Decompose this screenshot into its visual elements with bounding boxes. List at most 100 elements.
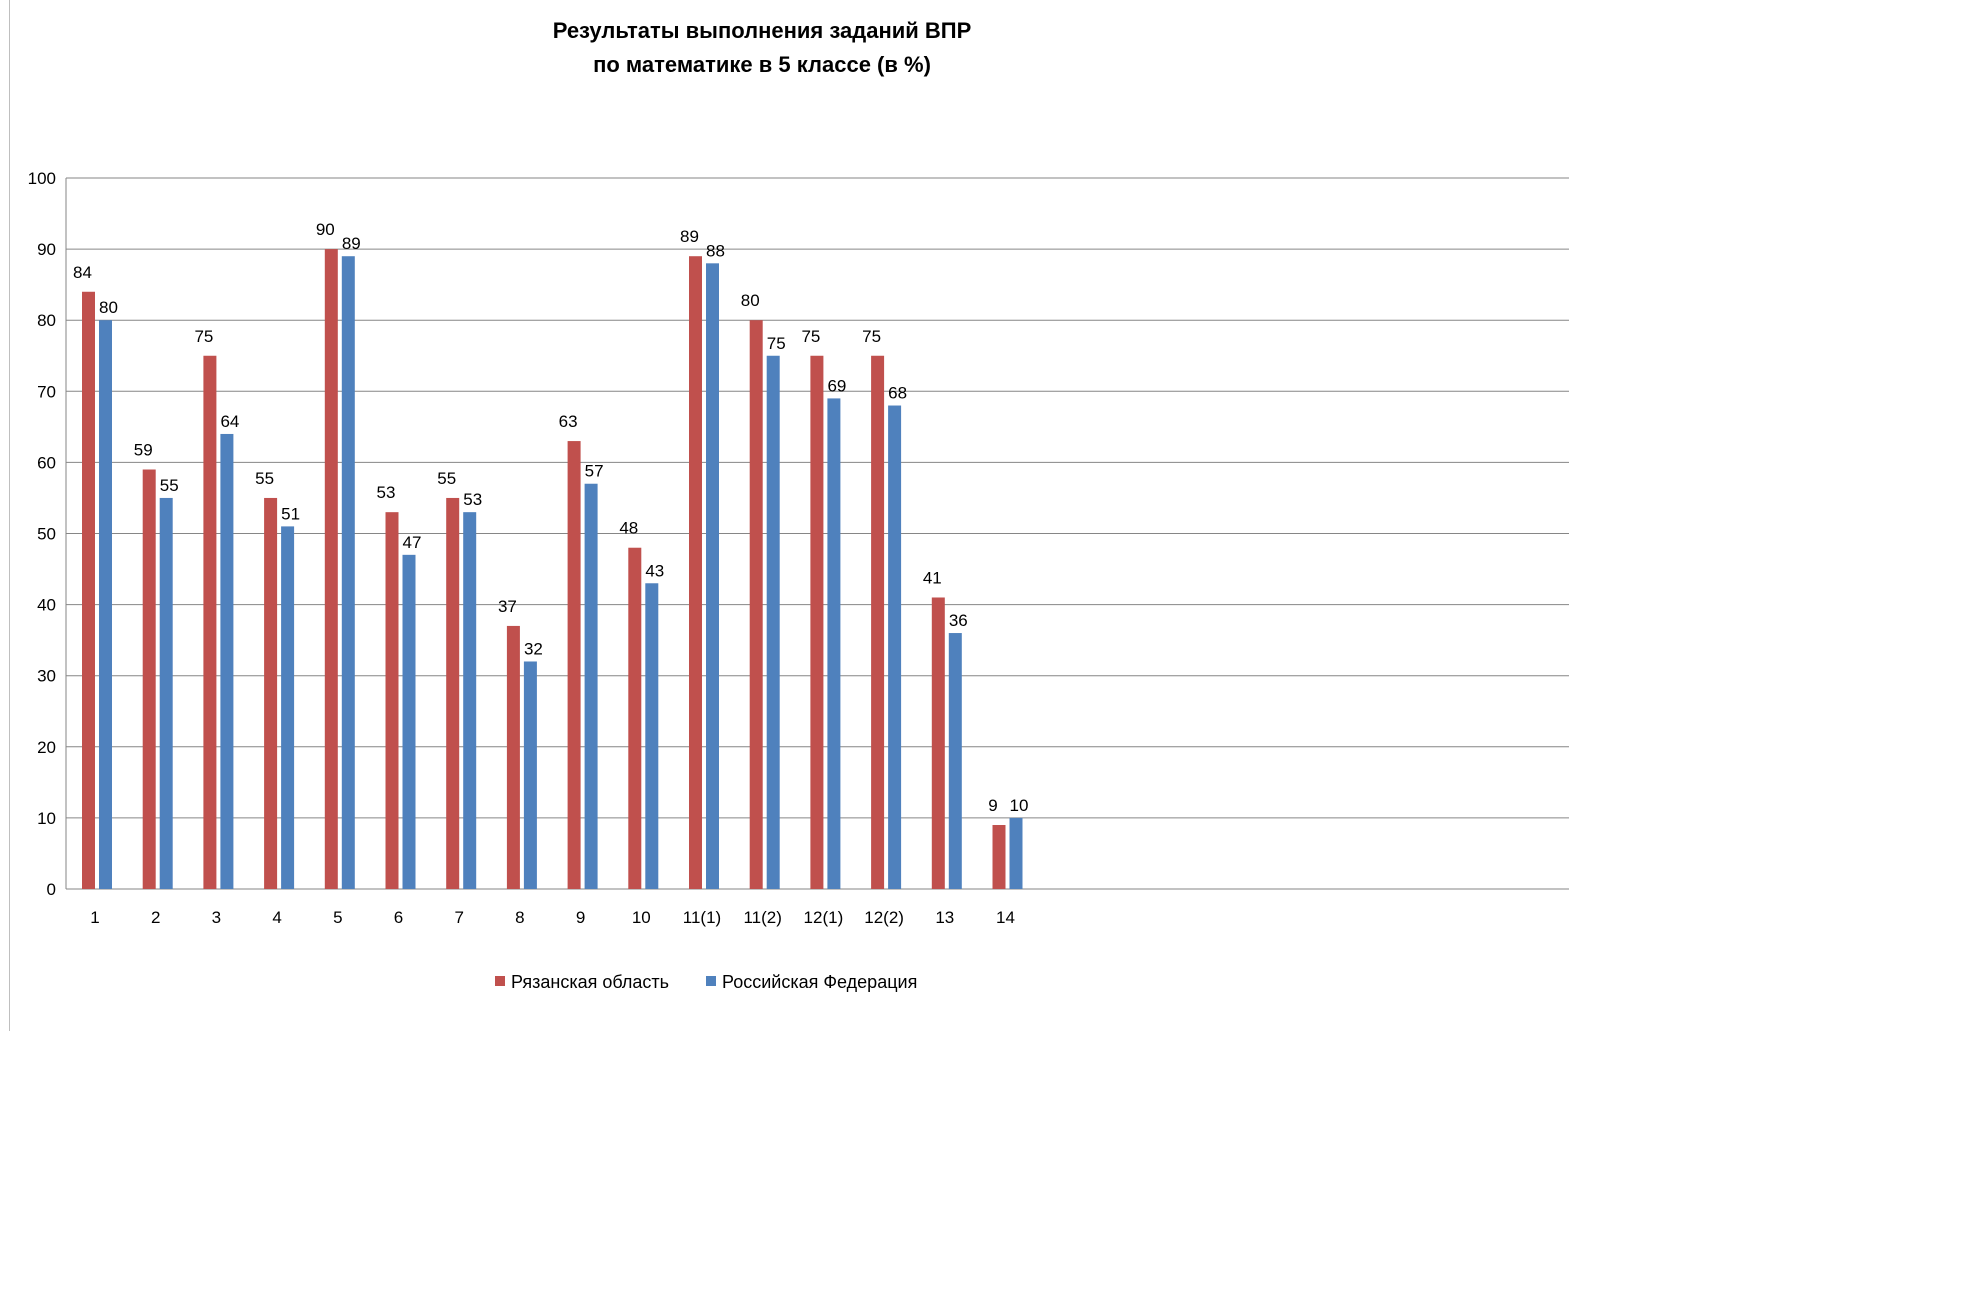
x-tick-label-5: 5 <box>333 908 342 927</box>
data-label-series1-5: 90 <box>316 220 335 239</box>
data-label-series2-2: 55 <box>160 476 179 495</box>
bar-series1-13 <box>931 597 945 889</box>
labels-layer: 84 59 75 55 90 53 55 37 63 48 89 80 75 75 41 9 80 55 64 51 8… <box>73 220 1028 815</box>
bar-series1-11(2) <box>749 320 763 889</box>
bar-series1-4 <box>264 497 278 889</box>
y-tick-label-90: 90 <box>37 240 56 259</box>
x-tick-label-12(2): 12(2) <box>864 908 904 927</box>
bar-series2-14 <box>1009 817 1023 889</box>
bar-series2-8 <box>523 661 537 889</box>
data-label-series1-8: 37 <box>498 597 517 616</box>
chart-subtitle: по математике в 5 классе (в %) <box>593 52 931 77</box>
y-tick-label-20: 20 <box>37 738 56 757</box>
y-tick-label-70: 70 <box>37 382 56 401</box>
bar-series1-2 <box>142 469 156 889</box>
data-label-series1-7: 55 <box>437 469 456 488</box>
legend-label-series2: Российская Федерация <box>722 972 917 992</box>
data-label-series2-8: 32 <box>524 639 543 658</box>
bar-series2-13 <box>948 633 962 889</box>
bar-series1-14 <box>992 825 1006 889</box>
data-label-series1-12(2): 75 <box>862 327 881 346</box>
data-label-series1-4: 55 <box>255 469 274 488</box>
chart-frame: Результаты выполнения заданий ВПР по мат… <box>9 0 1579 1031</box>
x-tick-label-1: 1 <box>90 908 99 927</box>
bar-series2-7 <box>463 512 477 889</box>
x-tick-label-12(1): 12(1) <box>804 908 844 927</box>
data-label-series2-6: 47 <box>403 533 422 552</box>
x-tick-label-11(2): 11(2) <box>743 908 781 927</box>
x-tick-label-14: 14 <box>996 908 1015 927</box>
data-label-series1-9: 63 <box>559 412 578 431</box>
bar-series2-6 <box>402 554 416 889</box>
data-label-series2-14: 10 <box>1010 796 1029 815</box>
bar-series2-5 <box>341 256 355 890</box>
data-label-series2-7: 53 <box>463 490 482 509</box>
bar-series2-3 <box>220 433 234 889</box>
bar-series1-7 <box>446 497 460 889</box>
bar-series2-9 <box>584 483 598 889</box>
data-label-series1-14: 9 <box>988 796 997 815</box>
data-label-series2-1: 80 <box>99 298 118 317</box>
data-label-series2-9: 57 <box>585 462 604 481</box>
bars-layer <box>82 249 1023 890</box>
x-tick-label-10: 10 <box>632 908 651 927</box>
bar-series2-12(1) <box>827 398 841 889</box>
data-label-series2-11(2): 75 <box>767 334 786 353</box>
x-tick-label-6: 6 <box>394 908 403 927</box>
data-label-series2-10: 43 <box>645 561 664 580</box>
x-tick-label-8: 8 <box>515 908 524 927</box>
x-tick-label-11(1): 11(1) <box>683 908 721 927</box>
bar-series1-10 <box>628 547 642 889</box>
bar-series1-5 <box>324 249 338 890</box>
bar-series2-10 <box>645 583 659 889</box>
data-label-series2-12(1): 69 <box>827 376 846 395</box>
data-label-series2-13: 36 <box>949 611 968 630</box>
data-label-series2-5: 89 <box>342 234 361 253</box>
bar-series2-1 <box>99 320 112 889</box>
y-tick-label-50: 50 <box>37 525 56 544</box>
data-label-series1-13: 41 <box>923 568 942 587</box>
y-tick-label-60: 60 <box>37 453 56 472</box>
legend-label-series1: Рязанская область <box>511 972 669 992</box>
y-tick-label-40: 40 <box>37 596 56 615</box>
x-tick-label-7: 7 <box>454 908 463 927</box>
data-label-series1-11(2): 80 <box>741 291 760 310</box>
data-label-series1-3: 75 <box>194 327 213 346</box>
bar-series1-12(1) <box>810 355 824 889</box>
x-tick-label-13: 13 <box>935 908 954 927</box>
bar-series1-11(1) <box>689 256 702 890</box>
bar-series1-8 <box>506 625 520 889</box>
bar-series1-1 <box>82 291 95 889</box>
data-label-series2-4: 51 <box>281 504 300 523</box>
bar-series2-11(1) <box>706 263 719 889</box>
x-tick-label-9: 9 <box>576 908 585 927</box>
data-label-series1-12(1): 75 <box>801 327 820 346</box>
y-tick-label-10: 10 <box>37 809 56 828</box>
legend-swatch-series1 <box>495 976 505 986</box>
data-label-series1-2: 59 <box>134 441 153 460</box>
x-tick-label-3: 3 <box>212 908 221 927</box>
y-tick-label-0: 0 <box>47 880 56 899</box>
data-label-series1-10: 48 <box>619 519 638 538</box>
y-tick-label-30: 30 <box>37 667 56 686</box>
bar-series1-3 <box>203 355 217 889</box>
data-label-series1-6: 53 <box>377 483 396 502</box>
bar-series1-9 <box>567 441 581 889</box>
x-tick-label-2: 2 <box>151 908 160 927</box>
legend-swatch-series2 <box>706 976 716 986</box>
x-tick-label-4: 4 <box>272 908 281 927</box>
data-label-series2-12(2): 68 <box>888 384 907 403</box>
y-tick-label-100: 100 <box>28 169 56 188</box>
data-label-series2-3: 64 <box>220 412 239 431</box>
data-label-series1-11(1): 89 <box>680 227 699 246</box>
y-tick-label-80: 80 <box>37 311 56 330</box>
bar-series2-11(2) <box>766 355 780 889</box>
chart-svg: Результаты выполнения заданий ВПР по мат… <box>28 18 1569 992</box>
data-label-series2-11(1): 88 <box>706 241 725 260</box>
bar-series1-12(2) <box>871 355 885 889</box>
bar-series1-6 <box>385 512 399 889</box>
bar-series2-4 <box>281 526 295 889</box>
data-label-series1-1: 84 <box>73 263 92 282</box>
chart-title: Результаты выполнения заданий ВПР <box>553 18 972 43</box>
